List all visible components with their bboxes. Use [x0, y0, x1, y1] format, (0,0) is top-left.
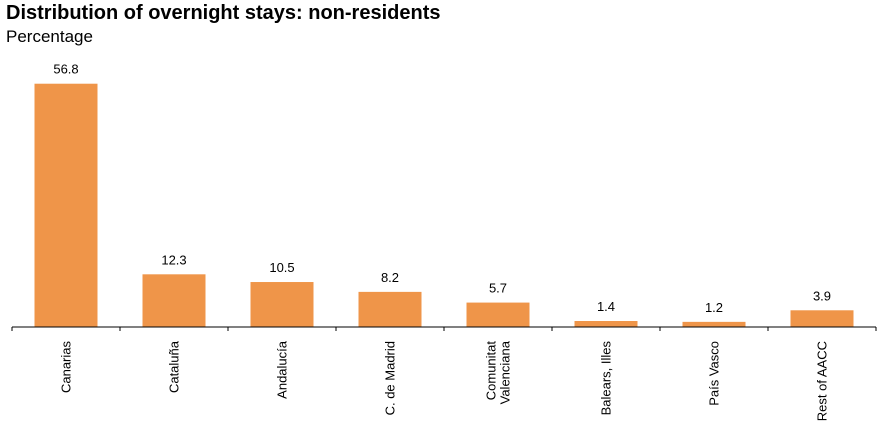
bars-group [34, 83, 854, 327]
category-label-line: Comunitat [484, 341, 499, 401]
chart-subtitle: Percentage [6, 27, 93, 46]
category-label-line: Rest of AACC [815, 341, 830, 421]
data-label: 10.5 [269, 260, 294, 275]
category-label: Balears, Illes [599, 341, 614, 416]
data-label: 8.2 [381, 270, 399, 285]
category-label-line: C. de Madrid [383, 341, 398, 415]
bar [574, 321, 638, 327]
category-label: ComunitatValenciana [484, 340, 513, 404]
bar [682, 321, 746, 327]
category-label-line: Balears, Illes [599, 341, 614, 416]
category-label: Canarias [59, 341, 74, 394]
bar [466, 302, 530, 327]
category-label: País Vasco [707, 341, 722, 406]
category-label-line: Valenciana [498, 340, 513, 404]
bar [790, 310, 854, 327]
category-label: Rest of AACC [815, 341, 830, 421]
data-label: 12.3 [161, 252, 186, 267]
data-label: 56.8 [53, 62, 78, 77]
category-label-line: Andalucía [275, 340, 290, 399]
category-label: Andalucía [275, 340, 290, 399]
chart-title: Distribution of overnight stays: non-res… [6, 2, 441, 24]
category-label: C. de Madrid [383, 341, 398, 415]
data-label: 5.7 [489, 281, 507, 296]
category-label: Cataluña [167, 340, 182, 393]
category-label-line: Cataluña [167, 340, 182, 393]
category-labels-group: Canarias Cataluña Andalucía C. de Madrid Com… [59, 340, 830, 421]
bar [142, 274, 206, 327]
data-label: 1.4 [597, 299, 615, 314]
data-label: 1.2 [705, 300, 723, 315]
x-axis-ticks [11, 327, 877, 331]
data-label: 3.9 [813, 288, 831, 303]
bar [358, 291, 422, 327]
value-labels-group: 56.8 12.3 10.5 8.2 5.7 1.4 1.2 3.9 [53, 62, 831, 315]
bar [34, 83, 98, 327]
category-label-line: Canarias [59, 341, 74, 394]
category-label-line: País Vasco [707, 341, 722, 406]
bar [250, 282, 314, 327]
